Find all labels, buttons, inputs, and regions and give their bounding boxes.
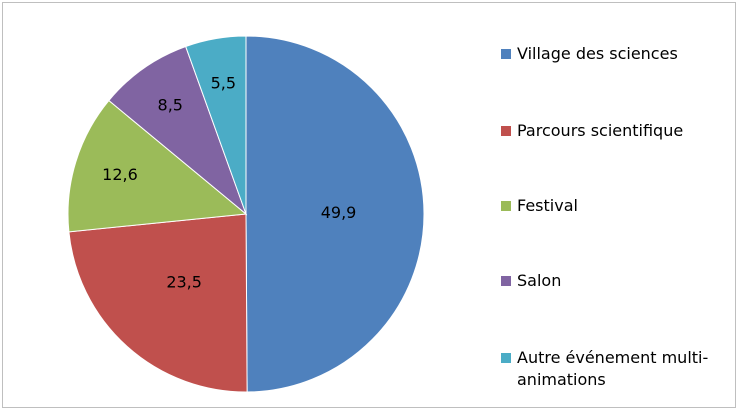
chart: 49,9 23,5 12,6 8,5 5,5 Village des sciences P… — [2, 2, 736, 408]
legend-entry: Salon — [501, 270, 726, 292]
legend-swatch — [501, 49, 511, 59]
legend-swatch — [501, 126, 511, 136]
data-label: 12,6 — [102, 165, 138, 184]
data-label: 5,5 — [211, 74, 236, 93]
legend-swatch — [501, 276, 511, 286]
legend-entry: Village des sciences — [501, 43, 726, 65]
data-label: 8,5 — [158, 96, 183, 115]
legend-entry: Festival — [501, 195, 726, 217]
pie-area: 49,9 23,5 12,6 8,5 5,5 — [67, 35, 425, 393]
legend-swatch — [501, 201, 511, 211]
pie-slice — [68, 213, 248, 393]
pie-slice — [185, 35, 247, 215]
legend-swatch — [501, 353, 511, 363]
pie-slice — [108, 45, 248, 216]
pie-slice — [245, 35, 425, 393]
legend-label: Festival — [517, 196, 578, 215]
legend-label: Parcours scientifique — [517, 121, 684, 140]
data-label: 23,5 — [166, 272, 202, 291]
pie-slice — [67, 99, 248, 233]
legend-label: Salon — [517, 271, 562, 290]
legend-entry: Autre événement multi-animations — [501, 347, 726, 391]
legend-label: Village des sciences — [517, 44, 678, 63]
legend-label: Autre événement multi-animations — [517, 348, 709, 389]
legend-entry: Parcours scientifique — [501, 120, 726, 142]
data-label: 49,9 — [321, 203, 357, 222]
